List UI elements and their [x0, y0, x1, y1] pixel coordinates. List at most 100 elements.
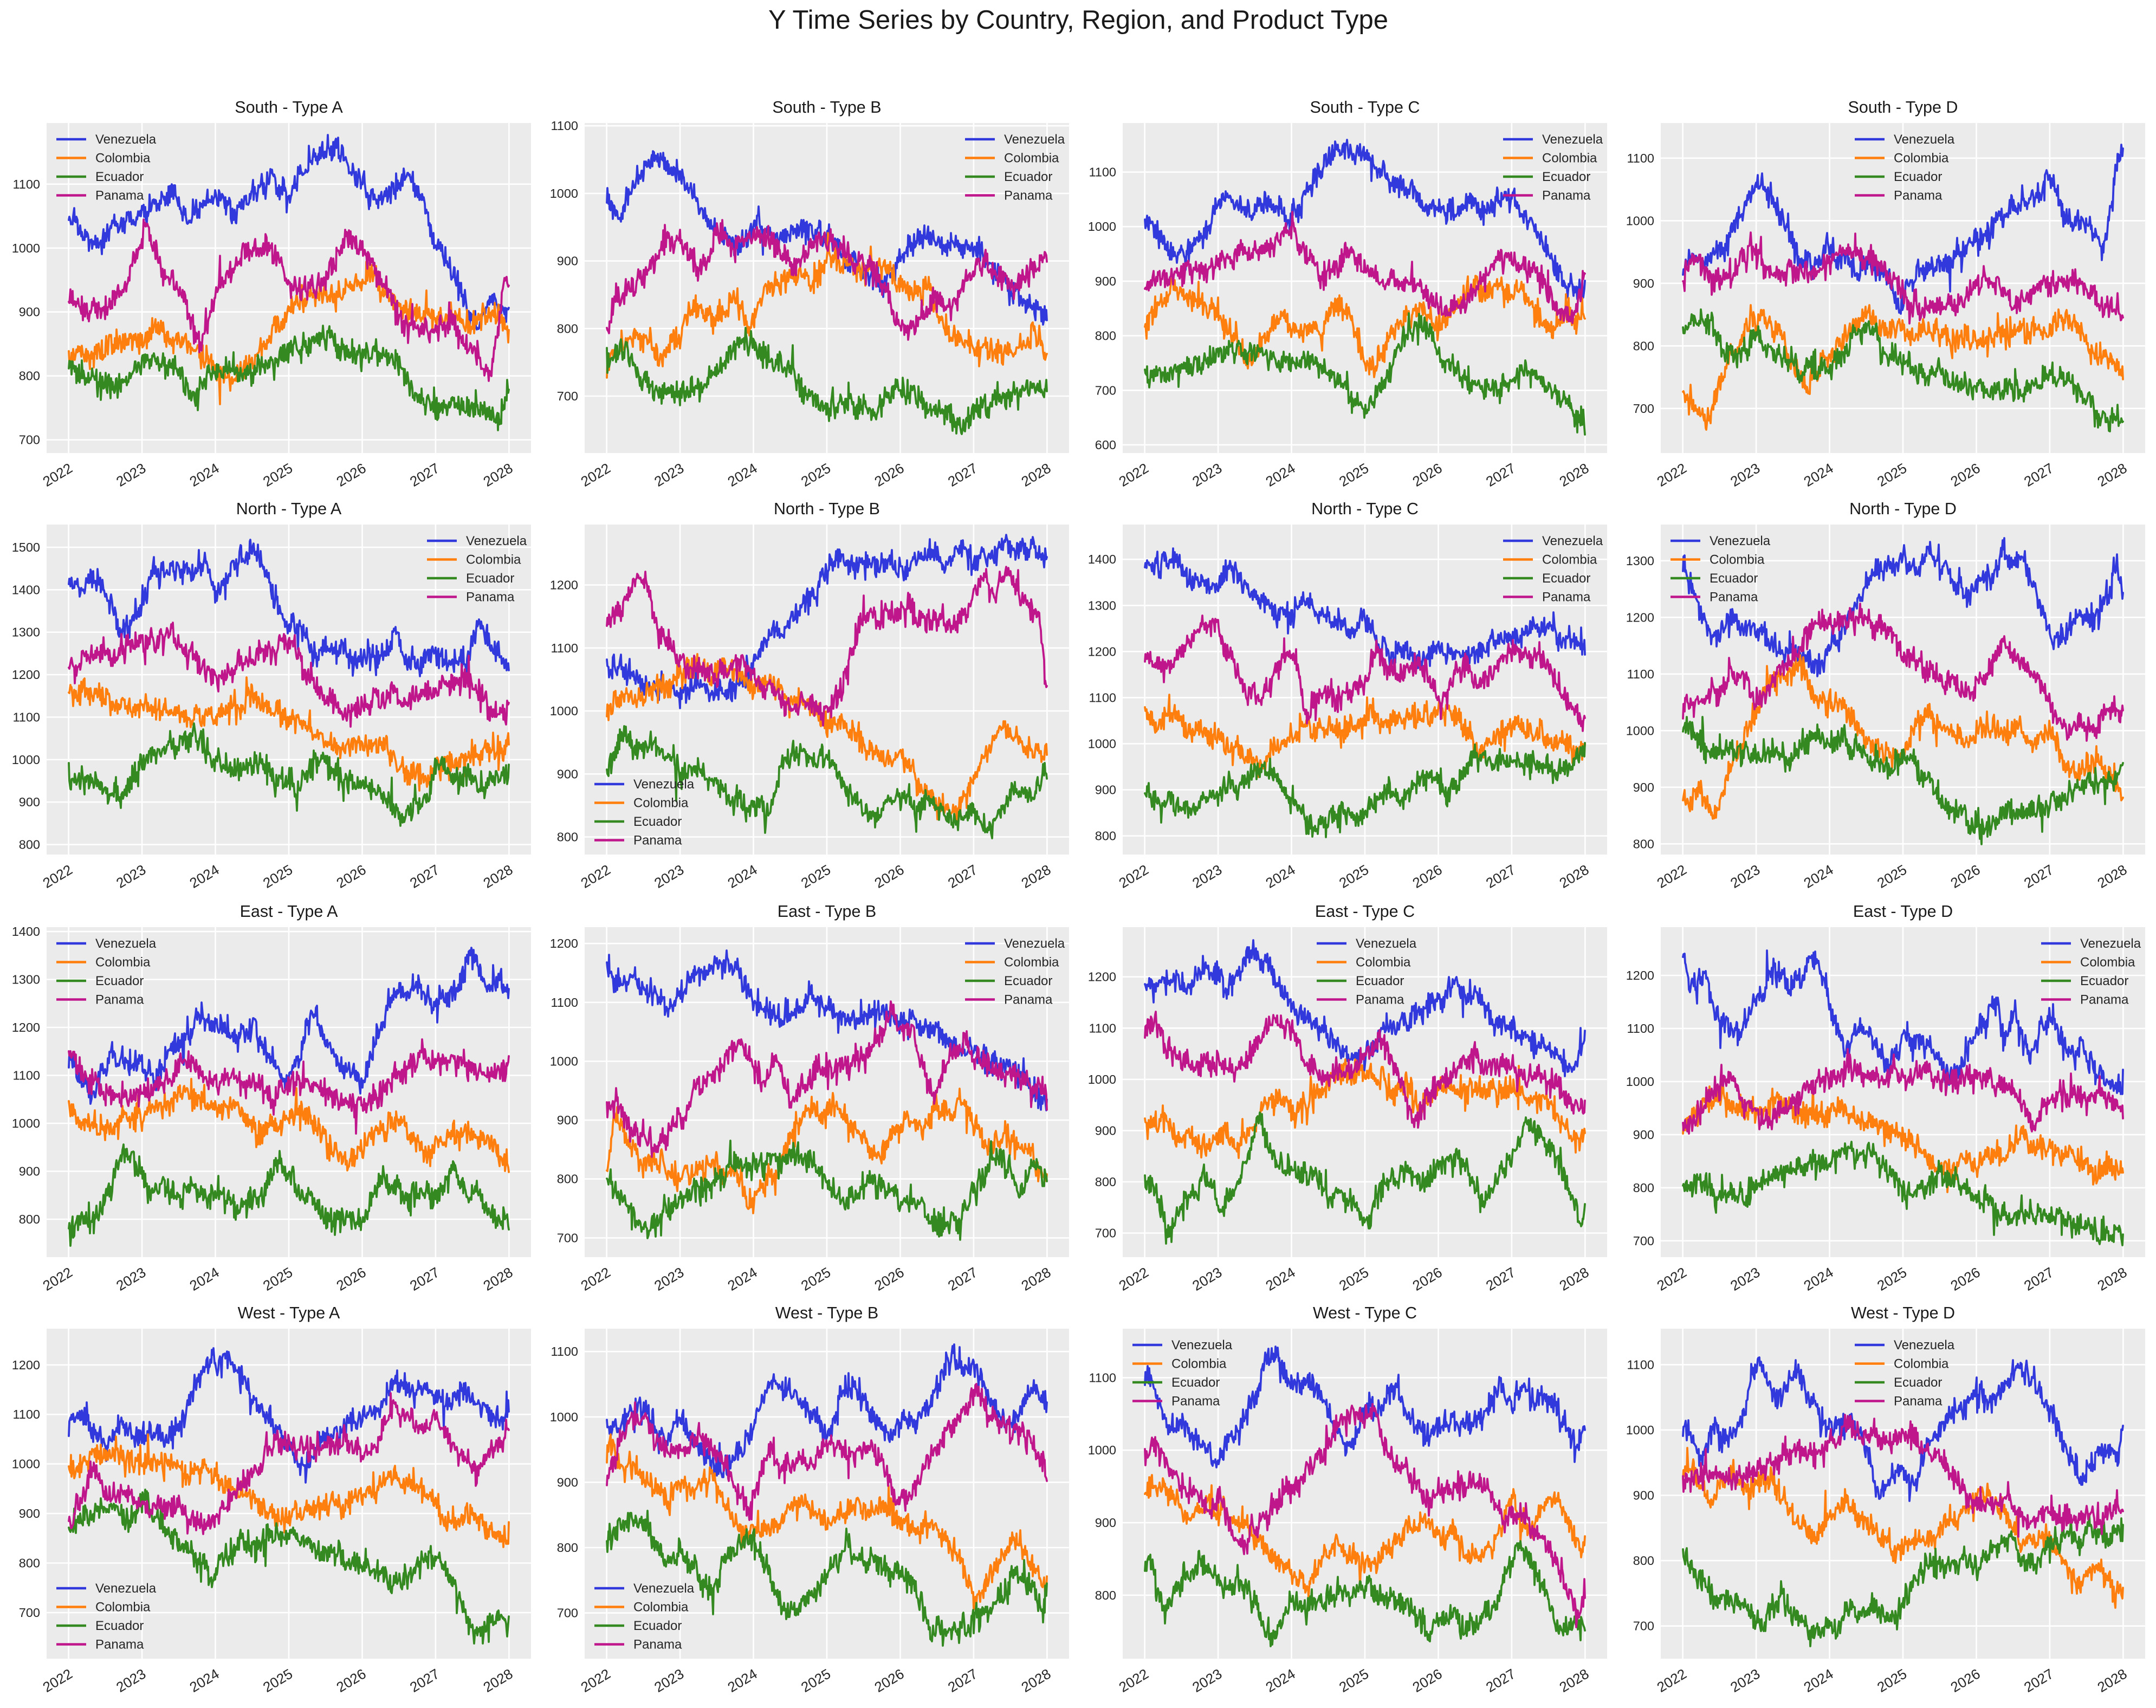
svg-text:1400: 1400 — [1088, 552, 1116, 566]
svg-text:1200: 1200 — [550, 578, 578, 592]
svg-text:Panama: Panama — [466, 590, 515, 605]
svg-text:1100: 1100 — [12, 1407, 40, 1421]
svg-text:Venezuela: Venezuela — [1710, 534, 1771, 548]
svg-text:1000: 1000 — [1088, 1072, 1116, 1086]
svg-text:1200: 1200 — [12, 668, 40, 682]
svg-text:Colombia: Colombia — [1171, 1357, 1227, 1371]
svg-text:1100: 1100 — [551, 119, 578, 133]
svg-text:Panama: Panama — [633, 1638, 682, 1652]
svg-text:1100: 1100 — [1627, 151, 1654, 165]
svg-text:900: 900 — [1633, 1489, 1654, 1503]
svg-text:Panama: Panama — [1171, 1394, 1220, 1409]
svg-text:Venezuela: Venezuela — [1542, 132, 1603, 147]
svg-text:Panama: Panama — [1894, 1394, 1943, 1409]
svg-text:Panama: Panama — [1542, 590, 1591, 605]
svg-text:700: 700 — [19, 1606, 40, 1620]
svg-text:900: 900 — [557, 254, 578, 268]
svg-text:Colombia: Colombia — [1004, 955, 1059, 970]
svg-text:Ecuador: Ecuador — [633, 1619, 682, 1633]
svg-text:1100: 1100 — [551, 641, 578, 655]
svg-text:Colombia: Colombia — [1004, 151, 1059, 166]
svg-text:Ecuador: Ecuador — [1542, 571, 1590, 586]
svg-text:1100: 1100 — [1089, 1021, 1116, 1035]
svg-text:East - Type A: East - Type A — [240, 902, 338, 921]
svg-text:800: 800 — [1095, 1588, 1116, 1602]
svg-text:South - Type B: South - Type B — [772, 98, 881, 117]
svg-text:1000: 1000 — [12, 241, 40, 255]
svg-text:1000: 1000 — [1626, 1423, 1654, 1437]
svg-text:1300: 1300 — [12, 625, 40, 639]
svg-text:900: 900 — [19, 795, 40, 809]
svg-text:South - Type C: South - Type C — [1310, 98, 1420, 117]
svg-text:West - Type D: West - Type D — [1851, 1304, 1955, 1322]
svg-text:Panama: Panama — [1004, 189, 1053, 203]
svg-text:Venezuela: Venezuela — [95, 936, 157, 951]
svg-text:700: 700 — [1633, 1234, 1654, 1248]
svg-text:900: 900 — [557, 767, 578, 781]
svg-text:1000: 1000 — [1088, 736, 1116, 751]
svg-text:1100: 1100 — [1089, 165, 1116, 179]
svg-text:1400: 1400 — [12, 924, 40, 939]
svg-text:Colombia: Colombia — [95, 151, 151, 166]
svg-text:700: 700 — [1633, 1619, 1654, 1633]
svg-text:South - Type D: South - Type D — [1848, 98, 1958, 117]
svg-text:Ecuador: Ecuador — [1004, 974, 1052, 988]
svg-text:Panama: Panama — [1542, 189, 1591, 203]
svg-text:800: 800 — [557, 830, 578, 844]
svg-text:1100: 1100 — [551, 1344, 578, 1358]
svg-text:800: 800 — [557, 321, 578, 335]
svg-text:800: 800 — [1633, 1181, 1654, 1195]
svg-text:1000: 1000 — [1088, 1443, 1116, 1457]
svg-text:Colombia: Colombia — [95, 955, 151, 970]
svg-text:900: 900 — [1095, 274, 1116, 288]
svg-text:Venezuela: Venezuela — [95, 1581, 157, 1596]
svg-text:Venezuela: Venezuela — [1171, 1338, 1233, 1353]
svg-text:Panama: Panama — [1894, 189, 1943, 203]
svg-text:Colombia: Colombia — [1542, 553, 1597, 567]
svg-text:1300: 1300 — [12, 973, 40, 987]
svg-text:1000: 1000 — [12, 753, 40, 767]
svg-text:600: 600 — [1095, 438, 1116, 452]
svg-text:Ecuador: Ecuador — [95, 170, 144, 184]
svg-text:Panama: Panama — [95, 1638, 144, 1652]
svg-text:1100: 1100 — [1089, 690, 1116, 704]
svg-text:1000: 1000 — [1626, 214, 1654, 228]
svg-text:800: 800 — [1095, 329, 1116, 343]
svg-text:Ecuador: Ecuador — [466, 571, 514, 586]
svg-text:700: 700 — [1095, 1226, 1116, 1240]
svg-text:1500: 1500 — [12, 540, 40, 554]
svg-text:Colombia: Colombia — [1894, 151, 1949, 166]
svg-text:Panama: Panama — [95, 993, 144, 1007]
svg-text:Colombia: Colombia — [1356, 955, 1411, 970]
svg-text:700: 700 — [1095, 383, 1116, 397]
svg-text:Panama: Panama — [2080, 993, 2129, 1007]
svg-text:Ecuador: Ecuador — [2080, 974, 2128, 988]
svg-text:West - Type C: West - Type C — [1313, 1304, 1417, 1322]
svg-text:North - Type A: North - Type A — [236, 500, 342, 518]
svg-text:800: 800 — [19, 1212, 40, 1226]
svg-text:1200: 1200 — [1088, 644, 1116, 658]
svg-text:Ecuador: Ecuador — [95, 1619, 144, 1633]
svg-text:700: 700 — [1633, 402, 1654, 416]
svg-text:1100: 1100 — [1627, 1021, 1654, 1036]
svg-text:Ecuador: Ecuador — [1171, 1375, 1220, 1390]
svg-text:1200: 1200 — [12, 1358, 40, 1372]
svg-text:1300: 1300 — [1088, 598, 1116, 612]
svg-text:Ecuador: Ecuador — [1710, 571, 1758, 586]
svg-text:Venezuela: Venezuela — [633, 1581, 695, 1596]
svg-text:Venezuela: Venezuela — [466, 534, 527, 548]
svg-text:800: 800 — [1095, 1175, 1116, 1189]
svg-text:1200: 1200 — [12, 1020, 40, 1034]
svg-text:1200: 1200 — [1626, 968, 1654, 982]
svg-text:Venezuela: Venezuela — [95, 132, 157, 147]
svg-text:Ecuador: Ecuador — [1542, 170, 1590, 184]
svg-text:900: 900 — [1095, 1123, 1116, 1137]
svg-text:1100: 1100 — [12, 177, 40, 191]
svg-text:700: 700 — [557, 389, 578, 403]
svg-text:1300: 1300 — [1626, 554, 1654, 568]
svg-text:1000: 1000 — [550, 704, 578, 718]
svg-text:Ecuador: Ecuador — [633, 814, 682, 829]
svg-text:North - Type B: North - Type B — [774, 500, 880, 518]
svg-text:900: 900 — [1633, 780, 1654, 794]
svg-text:900: 900 — [1095, 1516, 1116, 1530]
